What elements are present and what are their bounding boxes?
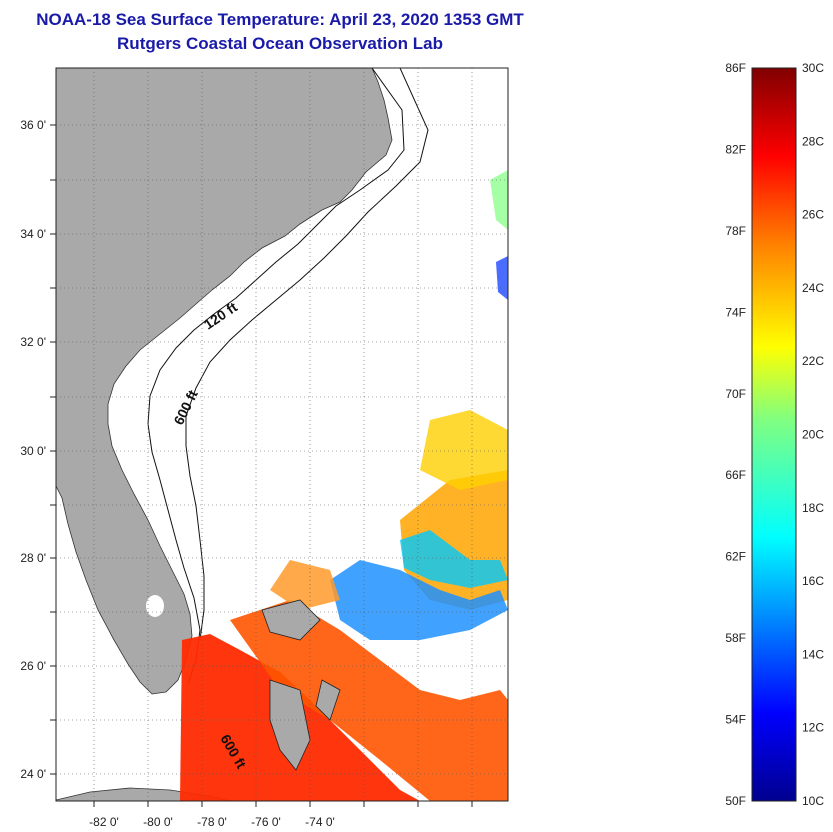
colorbar-label-f: 54F	[725, 713, 746, 727]
colorbar-label-c: 26C	[802, 208, 824, 222]
map-subtitle: Rutgers Coastal Ocean Observation Lab	[117, 34, 443, 53]
colorbar-label-c: 14C	[802, 647, 824, 661]
colorbar-label-f: 66F	[725, 468, 746, 482]
colorbar-label-f: 50F	[725, 794, 746, 808]
lat-tick-label: 34 0'	[20, 227, 46, 241]
colorbar-label-f: 78F	[725, 224, 746, 238]
colorbar-label-f: 58F	[725, 631, 746, 645]
lat-tick-label: 26 0'	[20, 659, 46, 673]
colorbar-label-c: 12C	[802, 721, 824, 735]
colorbar-label-f: 86F	[725, 61, 746, 75]
colorbar-label-f: 62F	[725, 550, 746, 564]
longitude-labels: -82 0' -80 0' -78 0' -76 0' -74 0'	[89, 815, 335, 829]
map-title: NOAA-18 Sea Surface Temperature: April 2…	[36, 10, 524, 29]
colorbar-label-c: 16C	[802, 574, 824, 588]
colorbar-label-f: 70F	[725, 387, 746, 401]
land-mass	[56, 68, 393, 695]
colorbar-label-c: 22C	[802, 354, 824, 368]
lat-tick-label: 36 0'	[20, 118, 46, 132]
lon-tick-label: -76 0'	[251, 815, 281, 829]
lake-okeechobee	[146, 595, 164, 617]
colorbar-fahrenheit-labels: 86F 82F 78F 74F 70F 66F 62F 58F 54F 50F	[725, 61, 746, 808]
colorbar-label-c: 24C	[802, 281, 824, 295]
contour-120ft	[147, 68, 405, 685]
colorbar-label-c: 30C	[802, 61, 824, 75]
sst-data	[180, 170, 508, 801]
lat-tick-label: 30 0'	[20, 444, 46, 458]
map-grid	[50, 68, 508, 807]
lon-tick-label: -78 0'	[197, 815, 227, 829]
map-frame	[55, 67, 509, 802]
contour-600ft	[185, 68, 429, 641]
colorbar-label-c: 20C	[802, 428, 824, 442]
colorbar-label-c: 18C	[802, 501, 824, 515]
lat-tick-label: 24 0'	[20, 767, 46, 781]
colorbar-label-f: 82F	[725, 142, 746, 156]
colorbar-label-c: 10C	[802, 794, 824, 808]
colorbar-celsius-labels: 30C 28C 26C 24C 22C 20C 18C 16C 14C 12C 10C	[802, 61, 824, 808]
lon-tick-label: -74 0'	[305, 815, 335, 829]
colorbar-label-c: 28C	[802, 134, 824, 148]
lat-tick-label: 32 0'	[20, 335, 46, 349]
lon-tick-label: -80 0'	[143, 815, 173, 829]
colorbar-label-f: 74F	[725, 305, 746, 319]
lat-tick-label: 28 0'	[20, 551, 46, 565]
map-area	[56, 68, 508, 801]
lon-tick-label: -82 0'	[89, 815, 119, 829]
bahamas-islands	[261, 599, 341, 771]
latitude-labels: 36 0' 34 0' 32 0' 30 0' 28 0' 26 0' 24 0'	[20, 118, 46, 781]
colorbar	[751, 67, 797, 802]
